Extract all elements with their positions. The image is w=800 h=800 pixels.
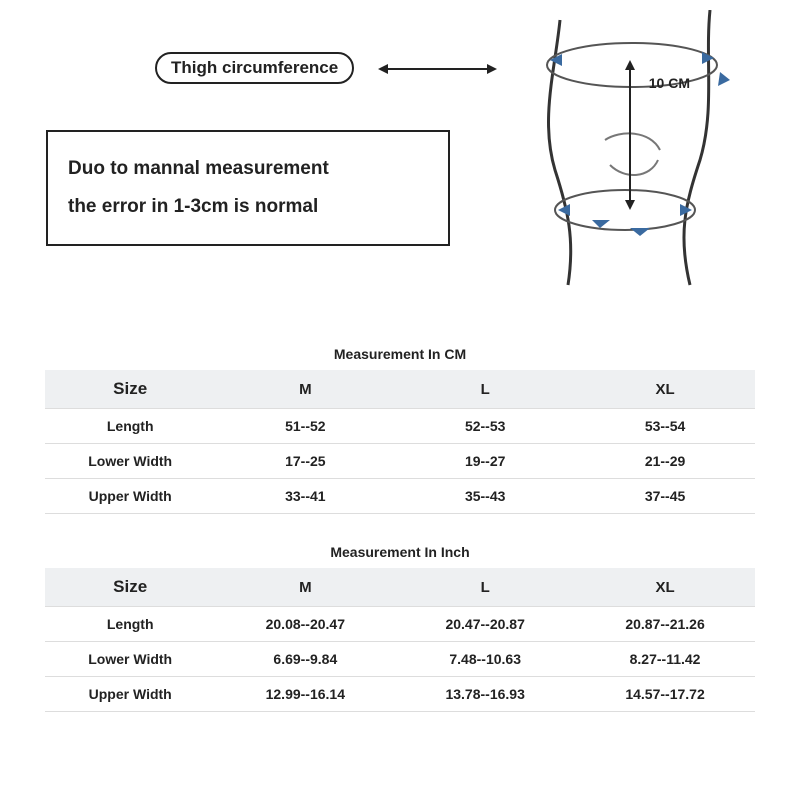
cell: 20.47--20.87 <box>395 607 575 642</box>
measurement-note: Duo to mannal measurement the error in 1… <box>46 130 450 246</box>
knee-diagram <box>500 10 760 290</box>
table-row: Lower Width 17--25 19--27 21--29 <box>45 444 755 479</box>
row-label: Length <box>45 409 215 444</box>
col-header: L <box>395 568 575 607</box>
cell: 13.78--16.93 <box>395 677 575 712</box>
col-header: XL <box>575 568 755 607</box>
table-header-row: Size M L XL <box>45 370 755 409</box>
thigh-circumference-label: Thigh circumference <box>155 52 354 84</box>
size-tables: Measurement In CM Size M L XL Length 51-… <box>45 340 755 712</box>
note-line: Duo to mannal measurement <box>68 150 438 188</box>
cell: 51--52 <box>215 409 395 444</box>
row-label: Lower Width <box>45 642 215 677</box>
table-header-row: Size M L XL <box>45 568 755 607</box>
size-table-inch: Size M L XL Length 20.08--20.47 20.47--2… <box>45 568 755 712</box>
cell: 37--45 <box>575 479 755 514</box>
note-line: the error in 1-3cm is normal <box>68 188 438 226</box>
cell: 14.57--17.72 <box>575 677 755 712</box>
pointer-arrow <box>380 68 495 70</box>
cell: 7.48--10.63 <box>395 642 575 677</box>
top-section: Thigh circumference Duo to mannal measur… <box>0 0 800 300</box>
table-row: Upper Width 33--41 35--43 37--45 <box>45 479 755 514</box>
cell: 53--54 <box>575 409 755 444</box>
cell: 35--43 <box>395 479 575 514</box>
cell: 6.69--9.84 <box>215 642 395 677</box>
cell: 12.99--16.14 <box>215 677 395 712</box>
cell: 8.27--11.42 <box>575 642 755 677</box>
cell: 52--53 <box>395 409 575 444</box>
cell: 20.87--21.26 <box>575 607 755 642</box>
row-label: Upper Width <box>45 677 215 712</box>
row-label: Length <box>45 607 215 642</box>
table-title-cm: Measurement In CM <box>45 340 755 370</box>
row-label: Lower Width <box>45 444 215 479</box>
table-row: Upper Width 12.99--16.14 13.78--16.93 14… <box>45 677 755 712</box>
col-header: M <box>215 568 395 607</box>
col-header: Size <box>45 568 215 607</box>
col-header: XL <box>575 370 755 409</box>
cell: 19--27 <box>395 444 575 479</box>
col-header: L <box>395 370 575 409</box>
cell: 20.08--20.47 <box>215 607 395 642</box>
col-header: Size <box>45 370 215 409</box>
cell: 33--41 <box>215 479 395 514</box>
table-row: Length 51--52 52--53 53--54 <box>45 409 755 444</box>
cell: 21--29 <box>575 444 755 479</box>
col-header: M <box>215 370 395 409</box>
row-label: Upper Width <box>45 479 215 514</box>
size-table-cm: Size M L XL Length 51--52 52--53 53--54 … <box>45 370 755 514</box>
table-row: Length 20.08--20.47 20.47--20.87 20.87--… <box>45 607 755 642</box>
table-title-inch: Measurement In Inch <box>45 538 755 568</box>
table-row: Lower Width 6.69--9.84 7.48--10.63 8.27-… <box>45 642 755 677</box>
cell: 17--25 <box>215 444 395 479</box>
diagram-cm-label: 10 CM <box>649 75 690 91</box>
